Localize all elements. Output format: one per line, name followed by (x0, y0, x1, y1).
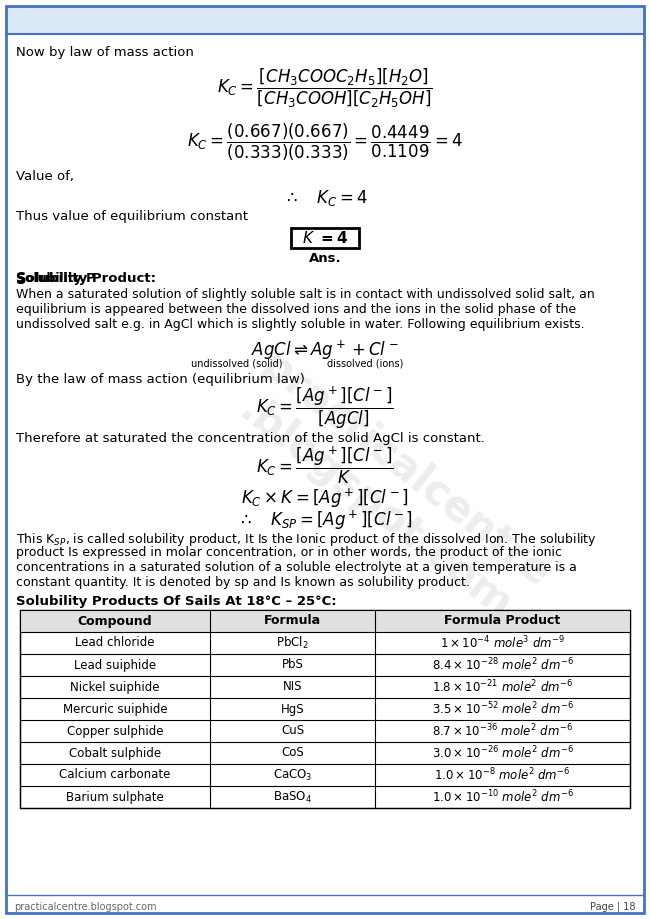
Text: Solubility P: Solubility P (16, 272, 96, 285)
Text: Calcium carbonate: Calcium carbonate (59, 768, 171, 781)
Text: Thus value of equilibrium constant: Thus value of equilibrium constant (16, 210, 248, 223)
Text: $3.5 \times 10^{-52}$ $mole^2$ $dm^{-6}$: $3.5 \times 10^{-52}$ $mole^2$ $dm^{-6}$ (432, 700, 573, 718)
Text: $K_C = \dfrac{[CH_3COOC_2H_5][H_2O]}{[CH_3COOH][C_2H_5OH]}$: $K_C = \dfrac{[CH_3COOC_2H_5][H_2O]}{[CH… (217, 66, 433, 109)
Text: CaCO$_3$: CaCO$_3$ (273, 767, 312, 783)
Text: Chemistry XI Notes: Chemistry XI Notes (14, 15, 127, 25)
Text: Formula: Formula (264, 615, 321, 628)
Text: $K_C = \dfrac{(0.667)(0.667)}{(0.333)(0.333)} = \dfrac{0.4449}{0.1109} = 4$: $K_C = \dfrac{(0.667)(0.667)}{(0.333)(0.… (187, 121, 463, 163)
Text: product Is expressed in molar concentration, or in other words, the product of t: product Is expressed in molar concentrat… (16, 546, 562, 559)
Text: Lead suiphide: Lead suiphide (74, 659, 156, 672)
Text: $K_C \times K = [Ag^+][Cl^-]$: $K_C \times K = [Ag^+][Cl^-]$ (241, 487, 409, 510)
Text: Compound: Compound (78, 615, 152, 628)
Text: $3.0 \times 10^{-26}$ $mole^2$ $dm^{-6}$: $3.0 \times 10^{-26}$ $mole^2$ $dm^{-6}$ (432, 744, 573, 761)
Text: concentrations in a saturated solution of a soluble electrolyte at a given tempe: concentrations in a saturated solution o… (16, 561, 577, 574)
Text: undissolved (solid): undissolved (solid) (191, 359, 283, 369)
Text: Value of,: Value of, (16, 170, 74, 183)
Text: This K$_{SP}$, is called solubility product, It Is the Ionic product of the diss: This K$_{SP}$, is called solubility prod… (16, 531, 597, 548)
Bar (6, 6, 644, 34)
Text: NIS: NIS (283, 680, 302, 694)
Text: Lead chloride: Lead chloride (75, 637, 155, 650)
Text: $1.8 \times 10^{-21}$ $mole^2$ $dm^{-6}$: $1.8 \times 10^{-21}$ $mole^2$ $dm^{-6}$ (432, 679, 573, 696)
Text: dissolved (ions): dissolved (ions) (327, 359, 403, 369)
Text: C: C (14, 15, 22, 25)
Text: $\therefore \quad K_{SP} = [Ag^+][Cl^-]$: $\therefore \quad K_{SP} = [Ag^+][Cl^-]$ (237, 509, 413, 532)
Text: Page | 18: Page | 18 (590, 902, 636, 913)
Text: PbCl$_2$: PbCl$_2$ (276, 635, 309, 651)
Text: Copper sulphide: Copper sulphide (67, 724, 163, 738)
Text: BaSO$_4$: BaSO$_4$ (273, 789, 312, 804)
Text: Nickel suiphide: Nickel suiphide (70, 680, 160, 694)
Text: Now by law of mass action: Now by law of mass action (16, 46, 194, 59)
Text: $\mathit{K}$ $\mathbf{= 4}$: $\mathit{K}$ $\mathbf{= 4}$ (302, 230, 348, 246)
Text: Ans.: Ans. (309, 252, 341, 265)
Text: $K_C = \dfrac{[Ag^+][Cl^-]}{K}$: $K_C = \dfrac{[Ag^+][Cl^-]}{K}$ (256, 444, 394, 486)
Text: CoS: CoS (281, 746, 304, 759)
Text: $1 \times 10^{-4}$ $mole^3$ $dm^{-9}$: $1 \times 10^{-4}$ $mole^3$ $dm^{-9}$ (440, 635, 565, 652)
Text: Chemical Equilibrium – Theory & Numericals: Chemical Equilibrium – Theory & Numerica… (376, 15, 636, 25)
Text: Mercuric suiphide: Mercuric suiphide (62, 702, 167, 716)
Text: HEMISTRY: HEMISTRY (21, 16, 76, 25)
Text: constant quantity. It is denoted by sp and Is known as solubility product.: constant quantity. It is denoted by sp a… (16, 576, 470, 589)
Text: Solubility Product:: Solubility Product: (16, 272, 156, 285)
Text: $8.7 \times 10^{-36}$ $mole^2$ $dm^{-6}$: $8.7 \times 10^{-36}$ $mole^2$ $dm^{-6}$ (432, 722, 573, 739)
Text: By the law of mass action (equilibrium law): By the law of mass action (equilibrium l… (16, 373, 305, 386)
Text: Solubility Products Of Sails At 18°C – 25°C:: Solubility Products Of Sails At 18°C – 2… (16, 595, 337, 608)
Text: $K_C = \dfrac{[Ag^+][Cl^-]}{[AgCl]}$: $K_C = \dfrac{[Ag^+][Cl^-]}{[AgCl]}$ (256, 385, 394, 431)
Text: Barium sulphate: Barium sulphate (66, 790, 164, 803)
Bar (20, 610, 630, 632)
Bar (291, 228, 359, 248)
Text: S: S (16, 272, 27, 287)
Text: $1.0 \times 10^{-8}$ $mole^2$ $dm^{-6}$: $1.0 \times 10^{-8}$ $mole^2$ $dm^{-6}$ (434, 766, 571, 783)
Text: equilibrium is appeared between the dissolved ions and the ions in the solid pha: equilibrium is appeared between the diss… (16, 303, 576, 316)
Text: Formula Product: Formula Product (445, 615, 560, 628)
Text: $8.4 \times 10^{-28}$ $mole^2$ $dm^{-6}$: $8.4 \times 10^{-28}$ $mole^2$ $dm^{-6}$ (432, 657, 573, 674)
Text: $1.0 \times 10^{-10}$ $mole^2$ $dm^{-6}$: $1.0 \times 10^{-10}$ $mole^2$ $dm^{-6}$ (432, 789, 573, 805)
Bar (20, 610, 630, 808)
Text: Cobalt sulphide: Cobalt sulphide (69, 746, 161, 759)
Text: HgS: HgS (281, 702, 304, 716)
Text: practicalcentre
.blogspot.com: practicalcentre .blogspot.com (222, 345, 558, 635)
Text: $\therefore \quad K_C = 4$: $\therefore \quad K_C = 4$ (283, 188, 367, 208)
Text: CuS: CuS (281, 724, 304, 738)
Text: practicalcentre.blogspot.com: practicalcentre.blogspot.com (14, 902, 157, 912)
Text: When a saturated solution of slightly soluble salt is in contact with undissolve: When a saturated solution of slightly so… (16, 288, 595, 301)
Text: $AgCl \rightleftharpoons Ag^+ + Cl^-$: $AgCl \rightleftharpoons Ag^+ + Cl^-$ (251, 339, 399, 362)
Text: Chemistry XI N: Chemistry XI N (14, 15, 96, 25)
Text: undissolved salt e.g. in AgCl which is slightly soluble in water. Following equi: undissolved salt e.g. in AgCl which is s… (16, 318, 584, 331)
Text: PbS: PbS (281, 659, 304, 672)
Text: Therefore at saturated the concentration of the solid AgCl is constant.: Therefore at saturated the concentration… (16, 432, 485, 445)
